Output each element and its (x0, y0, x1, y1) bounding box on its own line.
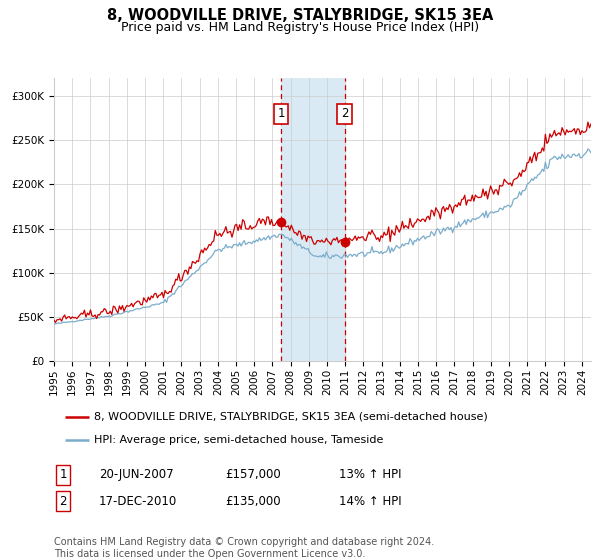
Text: HPI: Average price, semi-detached house, Tameside: HPI: Average price, semi-detached house,… (94, 435, 383, 445)
Text: 1: 1 (277, 108, 285, 120)
Text: 8, WOODVILLE DRIVE, STALYBRIDGE, SK15 3EA: 8, WOODVILLE DRIVE, STALYBRIDGE, SK15 3E… (107, 8, 493, 24)
Text: Contains HM Land Registry data © Crown copyright and database right 2024.
This d: Contains HM Land Registry data © Crown c… (54, 537, 434, 559)
Text: Price paid vs. HM Land Registry's House Price Index (HPI): Price paid vs. HM Land Registry's House … (121, 21, 479, 34)
Text: 17-DEC-2010: 17-DEC-2010 (99, 494, 177, 508)
Text: £135,000: £135,000 (225, 494, 281, 508)
Text: 8, WOODVILLE DRIVE, STALYBRIDGE, SK15 3EA (semi-detached house): 8, WOODVILLE DRIVE, STALYBRIDGE, SK15 3E… (94, 412, 488, 422)
Text: 1: 1 (59, 468, 67, 482)
Text: 13% ↑ HPI: 13% ↑ HPI (339, 468, 401, 482)
Text: 2: 2 (59, 494, 67, 508)
Text: 14% ↑ HPI: 14% ↑ HPI (339, 494, 401, 508)
Bar (281, 78, 344, 361)
Text: £157,000: £157,000 (225, 468, 281, 482)
Text: 20-JUN-2007: 20-JUN-2007 (99, 468, 173, 482)
Text: 2: 2 (341, 108, 348, 120)
